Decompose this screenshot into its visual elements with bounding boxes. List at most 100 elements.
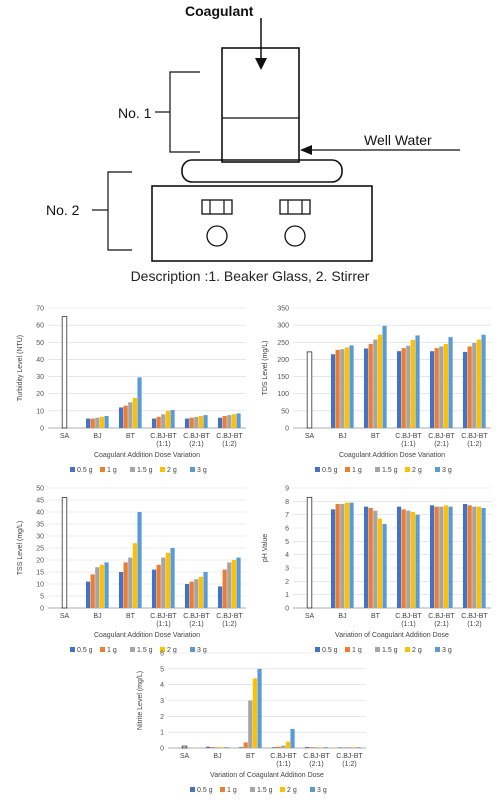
bar-05g: [238, 747, 244, 748]
bar-15g: [128, 402, 133, 428]
x-tick-label: C.BJ-BT: [336, 753, 363, 760]
apparatus-diagram: Coagulant No. 1 Well Water No. 2 Descrip…: [46, 3, 460, 284]
bar-15g: [194, 416, 199, 428]
legend-swatch: [280, 787, 285, 792]
bar-2g: [165, 552, 171, 608]
bar-2g: [443, 505, 449, 608]
bar-1g: [368, 508, 373, 608]
y-tick-label: 0: [285, 426, 289, 433]
bar-3g: [224, 747, 229, 748]
bar-2g: [165, 410, 171, 428]
x-tick-label: (1:2): [342, 761, 356, 768]
x-tick-label: BT: [371, 613, 381, 620]
bar-sa: [61, 316, 68, 429]
legend-label: 3 g: [317, 787, 327, 794]
y-tick-label: 200: [277, 357, 289, 364]
x-tick-label: (1:1): [401, 441, 415, 448]
legend-swatch: [100, 647, 105, 652]
bar-15g: [472, 506, 477, 608]
y-axis-label: Turbidity Level (NTU): [17, 335, 24, 401]
bar-15g: [314, 747, 319, 748]
bar-1g: [156, 564, 161, 608]
bar-15g: [227, 562, 232, 608]
bar-15g: [161, 557, 166, 608]
x-tick-label: BJ: [213, 753, 221, 760]
bar-15g: [373, 339, 378, 428]
x-tick-label: C.BJ-BT: [395, 433, 422, 440]
bar-1g: [401, 509, 406, 608]
y-tick-label: 20: [36, 558, 44, 565]
y-tick-label: 50: [36, 486, 44, 493]
no2-bracket: [107, 171, 132, 251]
legend-swatch: [70, 647, 75, 652]
x-tick-label: (1:1): [401, 621, 415, 628]
bar-3g: [203, 415, 208, 428]
y-tick-label: 0: [285, 606, 289, 613]
stirrer-body: [151, 185, 373, 262]
bar-05g: [151, 569, 157, 608]
x-tick-label: C.BJ-BT: [216, 433, 243, 440]
legend-swatch: [70, 467, 75, 472]
bar-2g: [99, 564, 105, 608]
bar-15g: [373, 510, 378, 608]
bar-2g: [344, 347, 350, 428]
y-tick-label: 250: [277, 340, 289, 347]
x-axis-label: Coagulant Addition Dose Variation: [94, 452, 200, 459]
bar-sa: [306, 351, 313, 429]
bar-2g: [285, 741, 291, 748]
bar-2g: [410, 339, 416, 428]
x-axis-label: Coagulant Addition Dose Variation: [339, 452, 445, 459]
legend-label: 3 g: [197, 647, 207, 654]
legend-label: 1 g: [107, 647, 117, 654]
bar-3g: [349, 345, 354, 428]
legend-label: 1.5 g: [382, 467, 398, 474]
bar-05g: [462, 351, 468, 428]
beaker-glass: [221, 47, 300, 163]
y-tick-label: 6: [160, 651, 164, 658]
bar-2g: [410, 512, 416, 608]
bar-3g: [481, 334, 486, 428]
y-tick-label: 4: [285, 552, 289, 559]
bar-3g: [290, 729, 295, 748]
x-tick-label: BT: [126, 433, 136, 440]
bar-3g: [236, 413, 241, 428]
bar-05g: [330, 354, 336, 428]
x-tick-label: (2:1): [434, 441, 448, 448]
bar-15g: [347, 747, 352, 748]
legend-label: 1 g: [352, 647, 362, 654]
y-tick-label: 15: [36, 570, 44, 577]
bar-sa: [181, 745, 188, 749]
bar-3g: [323, 747, 328, 748]
legend-swatch: [315, 647, 320, 652]
y-tick-label: 30: [36, 534, 44, 541]
y-axis-label: TDS Level (mg/L): [262, 341, 269, 396]
bar-1g: [189, 417, 194, 428]
bar-05g: [330, 509, 336, 608]
bar-2g: [99, 416, 105, 428]
bar-2g: [231, 560, 237, 608]
bar-05g: [429, 351, 435, 428]
x-tick-label: C.BJ-BT: [183, 433, 210, 440]
x-tick-label: SA: [305, 613, 315, 620]
bar-1g: [309, 747, 314, 748]
stirrer-dial-left: [206, 225, 228, 247]
bar-2g: [219, 747, 225, 748]
bar-15g: [281, 745, 286, 748]
bar-15g: [215, 747, 220, 748]
bar-1g: [90, 574, 95, 608]
x-tick-label: BJ: [93, 613, 101, 620]
x-tick-label: BJ: [338, 613, 346, 620]
legend-swatch: [130, 467, 135, 472]
bar-1g: [434, 348, 439, 428]
y-tick-label: 2: [160, 714, 164, 721]
legend-swatch: [190, 647, 195, 652]
x-tick-label: (1:2): [222, 621, 236, 628]
legend-label: 2 g: [412, 467, 422, 474]
legend-label: 0.5 g: [77, 647, 93, 654]
legend-label: 0.5 g: [197, 787, 213, 794]
y-tick-label: 60: [36, 323, 44, 330]
bar-05g: [151, 418, 157, 428]
legend-swatch: [130, 647, 135, 652]
bar-05g: [363, 348, 369, 428]
